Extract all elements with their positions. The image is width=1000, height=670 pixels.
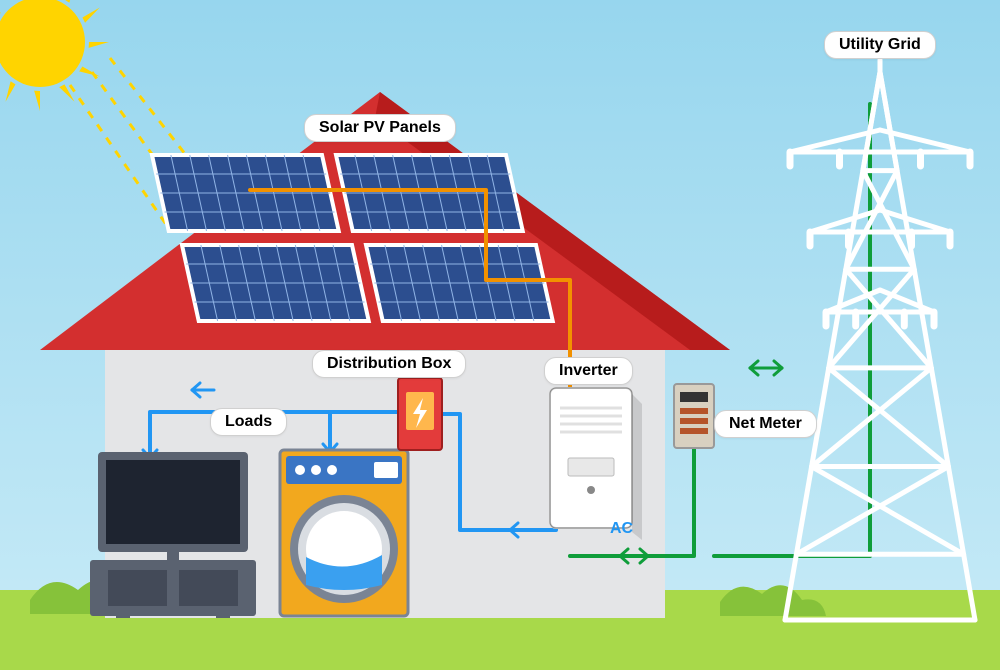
label-loads: Loads	[210, 408, 287, 436]
label-distribution-box: Distribution Box	[312, 350, 466, 378]
label-utility-grid: Utility Grid	[824, 31, 936, 59]
label-ac: AC	[610, 520, 633, 538]
label-net-meter: Net Meter	[714, 410, 817, 438]
utility-tower-icon	[0, 0, 1000, 670]
label-solar-panels: Solar PV Panels	[304, 114, 456, 142]
label-inverter: Inverter	[544, 357, 633, 385]
